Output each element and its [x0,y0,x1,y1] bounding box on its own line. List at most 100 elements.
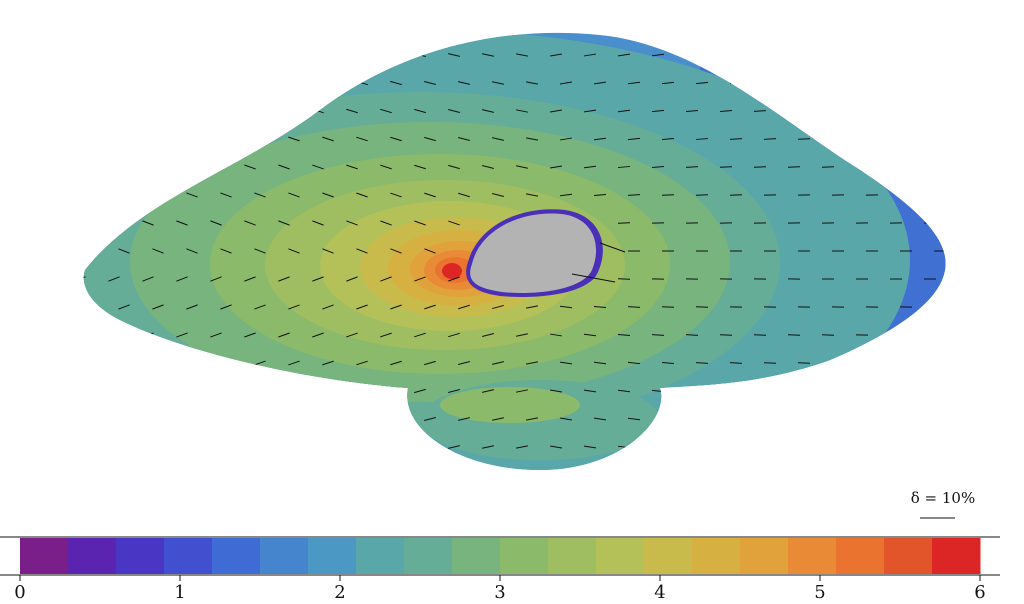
vector-glyph [627,137,641,141]
vector-glyph [210,52,222,58]
vector-glyph [458,192,470,198]
vector-glyph [346,444,358,450]
vector-glyph [210,276,222,282]
vector-glyph [152,136,164,142]
vector-glyph [865,418,879,420]
vector-glyph [685,166,699,168]
vector-glyph [526,137,538,141]
vector-glyph [448,276,460,282]
vector-glyph [719,390,733,392]
vector-glyph [627,361,641,365]
colorbar-swatch [116,538,165,574]
colorbar-swatch [452,538,501,574]
vector-glyph [526,361,538,365]
vector-glyph [424,304,436,310]
vector-glyph [390,80,402,86]
vector-glyph [797,418,811,420]
vector-glyph [176,108,188,114]
colorbar-swatch [260,538,309,574]
vector-glyph [617,53,631,57]
vector-glyph [278,220,290,226]
vector-glyph [152,80,164,86]
colorbar-swatch [644,538,693,574]
vector-glyph [482,445,494,449]
vector-glyph [390,192,402,198]
vector-glyph [458,360,470,366]
vector-glyph [176,444,188,450]
vector-glyph [492,361,504,365]
vector-glyph [831,82,845,84]
vector-glyph [288,192,300,198]
vector-glyph [526,81,538,85]
vector-glyph [448,332,460,338]
vector-glyph [559,361,573,365]
vector-glyph [492,304,504,310]
colorbar-swatch [500,538,549,574]
vector-glyph [651,334,665,336]
vector-glyph [559,417,573,421]
vector-glyph [559,193,573,197]
vector-glyph [176,52,188,58]
vector-glyph [322,136,334,142]
vector-glyph [821,54,835,56]
vector-glyph [244,108,256,114]
vector-glyph [549,333,563,337]
vector-glyph [84,136,96,142]
vector-glyph [482,333,494,337]
vector-glyph [142,276,154,282]
vector-glyph [254,192,266,198]
vector-glyph [210,164,222,170]
vector-glyph [855,390,869,392]
vector-glyph [390,416,402,422]
vector-glyph [661,137,675,141]
vector-glyph [346,52,358,58]
vector-glyph [763,82,777,84]
vector-glyph [108,276,120,282]
vector-glyph [617,389,631,393]
vector-glyph [176,388,188,394]
vector-glyph [448,109,460,113]
vector-glyph [550,109,562,113]
colorbar-swatch [788,538,837,574]
colorbar-tick-label: 5 [814,582,825,603]
vector-glyph [651,53,665,57]
vector-glyph [550,53,562,57]
vector-glyph [448,164,460,170]
vector-glyph [108,444,120,450]
vector-glyph [889,54,903,56]
vector-glyph [516,445,528,449]
scale-bar-label: δ = 10% [911,489,975,507]
vector-glyph [390,360,402,366]
vector-glyph [322,304,334,310]
vector-glyph [322,192,334,198]
vector-glyph [108,108,120,114]
vector-glyph [560,81,572,85]
vector-glyph [787,390,801,392]
vector-glyph [482,53,494,57]
vector-glyph [288,304,300,310]
vector-glyph [414,445,426,449]
vector-glyph [356,192,368,198]
vector-glyph [390,136,402,142]
colorbar: 0 1 2 3 4 5 6 [0,536,1000,603]
vector-glyph [753,390,767,392]
vector-glyph [220,248,232,254]
colorbar-swatch [308,538,357,574]
colorbar-swatch [68,538,117,574]
vector-glyph [719,110,733,112]
vector-glyph [278,332,290,338]
vector-glyph [254,360,266,366]
vector-glyph [821,110,835,112]
vector-glyph [787,54,801,56]
vector-glyph [685,445,699,449]
vector-glyph [627,194,641,196]
vector-glyph [583,389,597,393]
vector-glyph [83,220,86,226]
vector-glyph [210,444,222,450]
vector-glyph [414,164,426,170]
colorbar-swatch [740,538,789,574]
vector-glyph [516,53,528,57]
vector-glyph [118,136,130,142]
vector-glyph [414,108,426,114]
vector-glyph [787,446,801,448]
